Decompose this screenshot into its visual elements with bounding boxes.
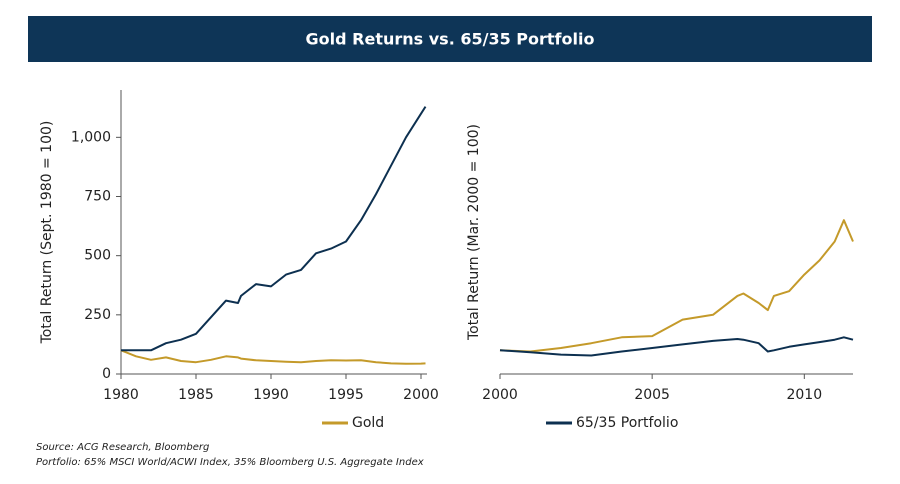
title-banner — [28, 16, 872, 62]
y-tick-label: 750 — [84, 189, 111, 205]
x-tick-label: 2005 — [634, 387, 670, 403]
series-line — [120, 349, 426, 365]
series-line — [121, 106, 427, 352]
x-tick-label: 2010 — [786, 387, 822, 403]
series-line — [499, 219, 854, 353]
series-line — [499, 336, 854, 357]
y-tick-label: 0 — [102, 366, 111, 382]
y-tick-label: 1,000 — [71, 129, 111, 145]
y-axis-label: Total Return (Mar. 2000 = 100) — [466, 124, 482, 341]
x-tick-label: 1995 — [328, 387, 364, 403]
x-tick-label: 2000 — [403, 387, 439, 403]
x-tick-label: 1980 — [103, 387, 139, 403]
y-tick-label: 500 — [84, 248, 111, 264]
y-tick-label: 250 — [84, 307, 111, 323]
x-tick-label: 1985 — [178, 387, 214, 403]
y-axis-label: Total Return (Sept. 1980 = 100) — [39, 121, 55, 345]
x-tick-label: 1990 — [253, 387, 289, 403]
source-note: Source: ACG Research, Bloomberg — [36, 442, 209, 453]
x-tick-label: 2000 — [482, 387, 518, 403]
legend-label: Gold — [352, 415, 384, 431]
legend-label: 65/35 Portfolio — [576, 415, 678, 431]
chart-title: Gold Returns vs. 65/35 Portfolio — [306, 30, 595, 49]
source-note: Portfolio: 65% MSCI World/ACWI Index, 35… — [36, 457, 424, 468]
